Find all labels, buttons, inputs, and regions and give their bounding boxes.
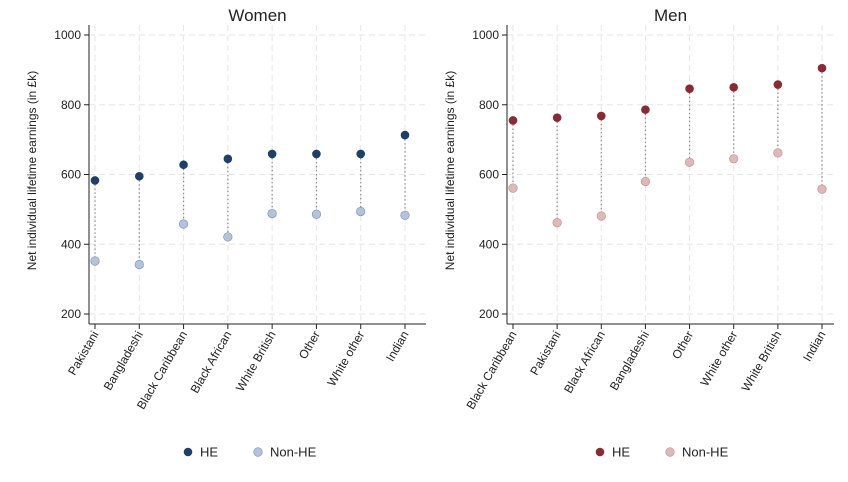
non-he-point [223, 232, 233, 242]
he-point [773, 80, 783, 89]
x-tick-label: Indian [383, 329, 411, 364]
y-tick-label: 600 [61, 168, 81, 182]
x-tick-label: Bangladeshi [101, 329, 146, 393]
y-tick-label: 200 [61, 307, 81, 321]
non-he-point [311, 209, 322, 219]
non-he-point [90, 256, 100, 266]
he-point [508, 116, 518, 125]
he-point [685, 84, 694, 94]
non-he-point [773, 148, 783, 158]
x-tick-label: Black African [188, 329, 235, 396]
he-point [356, 149, 366, 159]
legend-marker [595, 447, 605, 457]
he-point [552, 113, 562, 122]
he-point [223, 154, 233, 164]
y-tick-label: 800 [61, 98, 81, 112]
he-point [729, 83, 739, 92]
x-tick-label: Other [669, 329, 696, 362]
y-tick-label: 800 [479, 98, 499, 112]
chart-title: Women [228, 6, 286, 25]
legend-label: Non-HE [270, 445, 317, 460]
non-he-point [356, 206, 366, 217]
x-tick-label: Black Caribbean [463, 329, 519, 412]
y-tick-label: 1000 [472, 28, 499, 42]
he-point [596, 111, 606, 121]
non-he-point [817, 184, 827, 194]
y-tick-label: 400 [479, 237, 499, 251]
x-tick-label: Pakistani [65, 329, 101, 378]
x-tick-label: Pakistani [527, 329, 563, 378]
he-point [134, 171, 144, 181]
he-point [267, 149, 277, 159]
y-tick-label: 400 [61, 237, 81, 251]
y-tick-label: 1000 [54, 28, 81, 42]
non-he-point [596, 211, 606, 221]
y-axis-label: Net individual lifetime earnings (in £k) [25, 71, 39, 270]
non-he-point [134, 259, 144, 270]
x-tick-label: Black African [561, 329, 608, 396]
legend-marker [665, 447, 675, 457]
non-he-point [640, 176, 651, 187]
x-tick-label: White other [698, 328, 741, 388]
non-he-point [178, 219, 189, 229]
legend-marker [183, 447, 193, 457]
panel-women: Women 200 400 600 800 1000 Net individual life… [25, 6, 426, 460]
non-he-point [400, 210, 410, 220]
non-he-point [684, 157, 695, 167]
legend: HE Non-HE [595, 445, 729, 460]
x-tick-label: Indian [800, 329, 828, 364]
he-point [90, 176, 100, 185]
chart-title: Men [654, 6, 687, 25]
legend-label: Non-HE [682, 445, 729, 460]
non-he-point [729, 154, 739, 164]
non-he-point [552, 218, 562, 228]
y-axis-label: Net individual lifetime earnings (in £k) [443, 71, 457, 270]
he-point [179, 160, 188, 170]
x-tick-label: White other [325, 328, 368, 388]
non-he-point [508, 183, 518, 193]
x-tick-label: Other [296, 329, 323, 362]
he-point [817, 63, 827, 73]
non-he-point [267, 208, 277, 219]
legend: HE Non-HE [183, 445, 317, 460]
x-tick-label: White British [233, 329, 279, 394]
panel-men: Men 200 400 600 800 1000 Net individual lifeti… [443, 6, 834, 460]
y-tick-label: 200 [479, 307, 499, 321]
he-point [312, 149, 321, 159]
he-point [400, 130, 410, 140]
x-tick-label: White British [739, 329, 785, 394]
x-tick-label: Bangladeshi [607, 329, 652, 393]
y-tick-label: 600 [479, 168, 499, 182]
legend-marker [253, 447, 263, 457]
legend-label: HE [612, 445, 630, 460]
legend-label: HE [200, 445, 218, 460]
he-point [641, 105, 650, 114]
